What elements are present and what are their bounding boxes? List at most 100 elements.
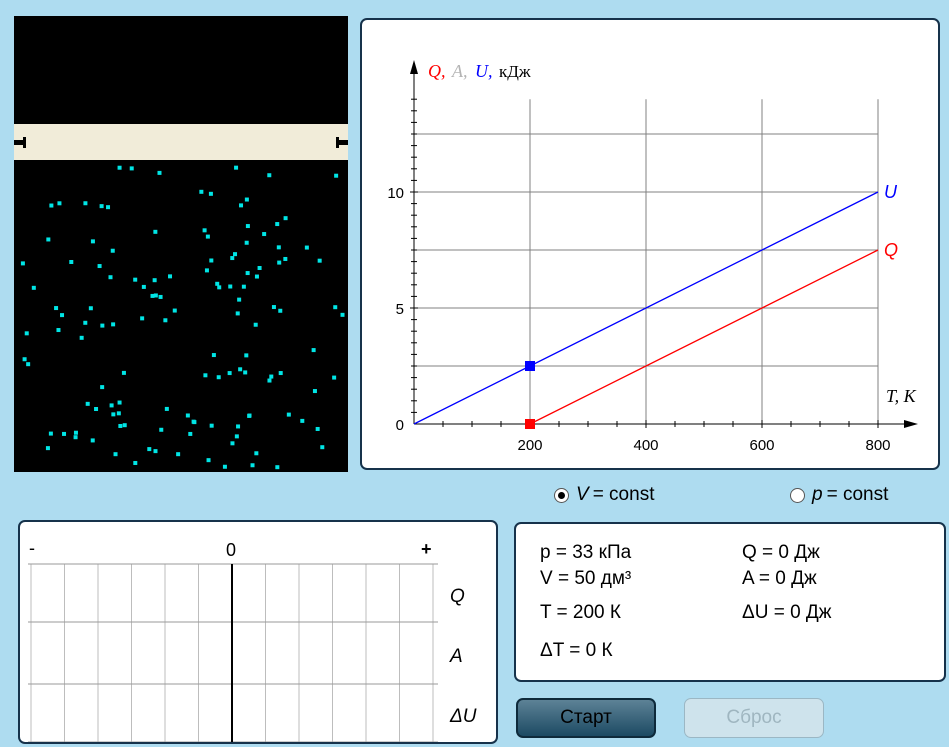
molecule (176, 452, 181, 457)
piston-stop-right (336, 137, 348, 148)
y-label-unit: кДж (499, 62, 531, 81)
molecule (238, 367, 243, 372)
molecule (228, 284, 233, 289)
series-label-q: Q (884, 240, 898, 260)
molecule (60, 313, 65, 318)
molecule (158, 294, 163, 299)
molecule (253, 322, 258, 327)
start-button[interactable]: Старт (516, 698, 656, 738)
molecule (109, 403, 114, 408)
molecule (117, 400, 122, 405)
molecule (24, 331, 29, 336)
molecule (202, 228, 207, 233)
molecule (234, 434, 239, 439)
molecule (235, 311, 240, 316)
graph-panel: Q, A, U, кДж T, К 200 400 600 800 0 5 10 U Q (360, 18, 940, 470)
molecule (267, 378, 272, 383)
molecule (69, 259, 74, 264)
marker-u (525, 361, 535, 371)
molecule (168, 274, 173, 279)
mode-v-const[interactable]: V = const (554, 484, 654, 506)
molecule (267, 173, 272, 178)
molecule (150, 293, 155, 298)
molecule (247, 413, 252, 418)
molecule (320, 445, 325, 450)
molecule (271, 305, 276, 310)
molecule (283, 216, 288, 221)
molecule (312, 389, 317, 394)
molecule (185, 413, 190, 418)
readout-q: Q = 0 Дж (742, 542, 820, 563)
molecule (99, 204, 104, 209)
molecule (215, 281, 220, 286)
molecule (164, 406, 169, 411)
molecule (122, 423, 127, 428)
molecule (94, 407, 99, 412)
readout-du: ΔU = 0 Дж (742, 602, 832, 623)
readout-p: p = 33 кПа (540, 542, 632, 563)
molecule (57, 201, 62, 206)
x-tick-label: 800 (865, 437, 890, 454)
molecule (205, 234, 210, 239)
molecule (234, 165, 239, 170)
molecule (206, 458, 211, 463)
molecule (97, 264, 102, 269)
radio-p-const-icon[interactable] (790, 487, 805, 503)
molecule (340, 312, 345, 317)
readout-t: T = 200 К (540, 602, 621, 623)
molecule (56, 328, 61, 333)
gas-cylinder (14, 16, 348, 472)
molecule (276, 245, 281, 250)
series-label-u: U (884, 182, 898, 202)
molecule (315, 426, 320, 431)
bar-row-du: ΔU (449, 706, 477, 727)
piston-stop-left (14, 137, 26, 148)
radio-v-const-icon[interactable] (554, 487, 569, 503)
reset-button[interactable]: Сброс (684, 698, 824, 738)
mode-p-var: p (812, 484, 823, 505)
molecule (300, 418, 305, 423)
molecule (277, 260, 282, 265)
molecule (233, 252, 238, 257)
molecule (48, 431, 53, 436)
molecule (153, 229, 158, 234)
bar-row-q: Q (450, 586, 465, 607)
y-label-u: U, (475, 61, 493, 81)
gas-molecules (20, 165, 345, 470)
mode-p-const[interactable]: p = const (790, 484, 888, 506)
molecule (54, 306, 59, 311)
molecule (116, 411, 121, 416)
molecule (157, 170, 162, 175)
y-axis-arrow-icon (410, 60, 418, 74)
molecule (204, 268, 209, 273)
readouts-panel: p = 33 кПа V = 50 дм³ T = 200 К ΔT = 0 К… (514, 522, 946, 682)
molecule (133, 460, 138, 465)
molecule (100, 323, 105, 328)
molecule (304, 245, 309, 250)
molecule (203, 373, 208, 378)
molecule (111, 322, 116, 327)
molecule (262, 232, 267, 237)
molecule (121, 370, 126, 375)
molecule (278, 371, 283, 376)
molecule (269, 374, 274, 379)
y-tick-label: 10 (387, 185, 404, 202)
molecule (62, 431, 67, 436)
x-axis-arrow-icon (904, 420, 918, 428)
y-tick-label: 0 (396, 417, 404, 434)
molecule (245, 224, 250, 229)
molecule (211, 353, 216, 358)
x-tick-labels: 200 400 600 800 (517, 437, 890, 454)
molecule (209, 258, 214, 263)
molecule (22, 357, 27, 362)
molecule (73, 430, 78, 435)
molecule (45, 446, 50, 451)
bar-minus-label: - (29, 538, 35, 558)
molecule (230, 256, 235, 261)
molecule (153, 449, 158, 454)
molecule (49, 203, 54, 208)
molecule (147, 447, 152, 452)
molecule (159, 427, 164, 432)
molecule (244, 197, 249, 202)
molecule (245, 271, 250, 276)
